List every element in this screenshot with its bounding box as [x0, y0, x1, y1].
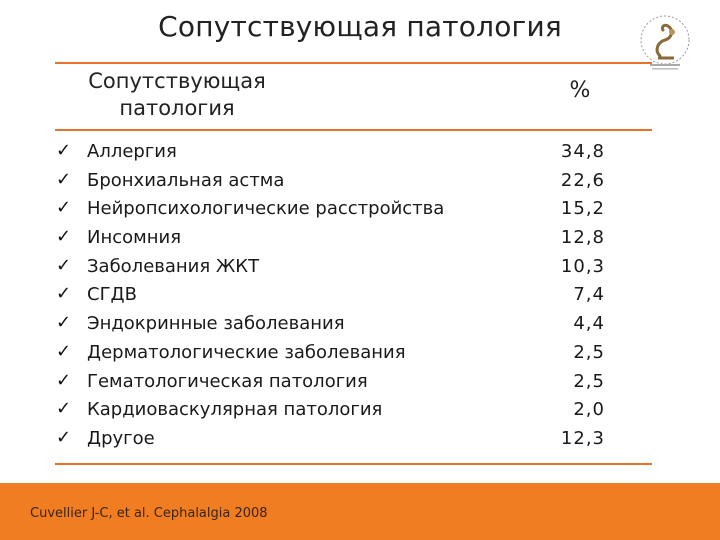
- row-label: Кардиоваскулярная патология: [87, 399, 383, 421]
- column-header-percent: %: [569, 78, 591, 103]
- checkmark-icon: ✓: [56, 168, 72, 190]
- table-row: ✓ Заболевания ЖКТ 10,3: [55, 254, 652, 283]
- row-label: Бронхиальная астма: [87, 169, 285, 191]
- row-label: СГДВ: [87, 284, 137, 306]
- row-value: 10,3: [560, 255, 605, 277]
- table-row: ✓ СГДВ 7,4: [55, 282, 652, 311]
- row-value: 2,0: [573, 399, 605, 421]
- row-value: 7,4: [573, 284, 605, 306]
- footer-bar: Cuvellier J-C, et al. Cephalalgia 2008: [0, 483, 720, 540]
- row-label: Эндокринные заболевания: [87, 313, 345, 335]
- row-label: Заболевания ЖКТ: [87, 255, 260, 277]
- row-label: Другое: [87, 427, 155, 449]
- checkmark-icon: ✓: [56, 283, 72, 305]
- checkmark-icon: ✓: [56, 426, 72, 448]
- checkmark-icon: ✓: [56, 398, 72, 420]
- row-value: 34,8: [560, 141, 605, 162]
- row-value: 12,3: [560, 427, 605, 449]
- table-row: ✓ Аллергия 34,8: [55, 139, 652, 168]
- row-label: Нейропсихологические расстройства: [87, 198, 445, 220]
- society-logo-icon: [640, 15, 690, 70]
- comorbidity-table-body: ✓ Аллергия 34,8 ✓ Бронхиальная астма 22,6 ✓ Н…: [55, 139, 652, 455]
- checkmark-icon: ✓: [56, 312, 72, 334]
- row-value: 2,5: [573, 341, 605, 363]
- citation-text: Cuvellier J-C, et al. Cephalalgia 2008: [30, 506, 268, 521]
- row-label: Дерматологические заболевания: [87, 341, 406, 363]
- slide-title: Сопутствующая патология: [158, 10, 562, 43]
- row-label: Аллергия: [87, 141, 177, 162]
- header-top-rule: [55, 62, 652, 64]
- row-label: Инсомния: [87, 227, 182, 249]
- table-row: ✓ Гематологическая патология 2,5: [55, 369, 652, 398]
- table-row: ✓ Бронхиальная астма 22,6: [55, 168, 652, 197]
- checkmark-icon: ✓: [56, 369, 72, 391]
- checkmark-icon: ✓: [56, 140, 72, 161]
- column-header-name: Сопутствующая патология: [62, 68, 292, 122]
- row-value: 4,4: [573, 313, 605, 335]
- column-header-name-line2: патология: [119, 96, 235, 120]
- row-value: 2,5: [573, 370, 605, 392]
- table-row: ✓ Инсомния 12,8: [55, 225, 652, 254]
- row-value: 22,6: [560, 169, 605, 191]
- table-row: ✓ Другое 12,3: [55, 426, 652, 455]
- header-bottom-rule: [55, 129, 652, 131]
- table-bottom-rule: [55, 463, 652, 465]
- column-header-name-line1: Сопутствующая: [88, 69, 266, 93]
- table-row: ✓ Кардиоваскулярная патология 2,0: [55, 397, 652, 426]
- row-value: 12,8: [560, 227, 605, 249]
- checkmark-icon: ✓: [56, 254, 72, 276]
- row-label: Гематологическая патология: [87, 370, 368, 392]
- checkmark-icon: ✓: [56, 226, 72, 248]
- table-row: ✓ Нейропсихологические расстройства 15,2: [55, 196, 652, 225]
- row-value: 15,2: [560, 198, 605, 220]
- table-row: ✓ Эндокринные заболевания 4,4: [55, 311, 652, 340]
- checkmark-icon: ✓: [56, 197, 72, 219]
- table-row: ✓ Дерматологические заболевания 2,5: [55, 340, 652, 369]
- checkmark-icon: ✓: [56, 340, 72, 362]
